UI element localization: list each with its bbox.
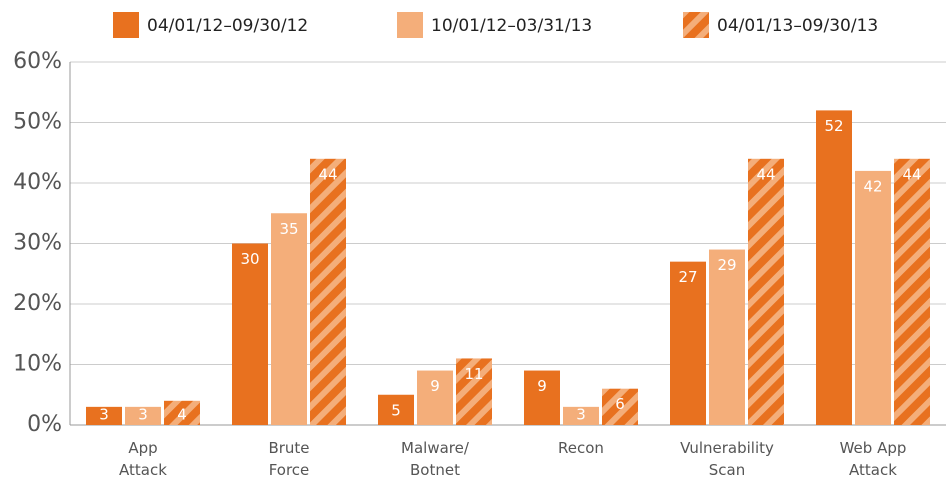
data-label: 5 bbox=[391, 401, 401, 419]
data-label: 9 bbox=[537, 377, 547, 395]
legend-swatch bbox=[113, 12, 139, 38]
data-label: 9 bbox=[430, 377, 440, 395]
bar bbox=[125, 406, 161, 425]
bar bbox=[709, 249, 745, 425]
x-tick-label: Malware/ Botnet bbox=[401, 439, 469, 479]
data-label: 4 bbox=[177, 406, 187, 424]
data-label: 52 bbox=[824, 117, 843, 135]
y-tick-label: 40% bbox=[13, 170, 62, 195]
bar bbox=[894, 158, 930, 426]
bar bbox=[602, 388, 638, 425]
bar bbox=[378, 394, 414, 425]
data-label: 3 bbox=[576, 406, 586, 424]
legend-label: 04/01/12–09/30/12 bbox=[147, 16, 308, 36]
bar bbox=[855, 170, 891, 425]
x-tick-label: App Attack bbox=[119, 439, 167, 479]
legend-label: 10/01/12–03/31/13 bbox=[431, 16, 592, 36]
x-tick-label: Brute Force bbox=[268, 439, 310, 479]
data-label: 29 bbox=[717, 256, 736, 274]
bar bbox=[524, 370, 560, 425]
data-label: 27 bbox=[678, 268, 697, 286]
data-label: 3 bbox=[99, 406, 109, 424]
bar bbox=[670, 261, 706, 425]
bar bbox=[417, 370, 453, 425]
data-label: 44 bbox=[318, 165, 337, 183]
data-label: 35 bbox=[279, 220, 298, 238]
data-label: 6 bbox=[615, 395, 625, 413]
bar bbox=[271, 213, 307, 425]
y-tick-label: 60% bbox=[13, 49, 62, 74]
bar bbox=[748, 158, 784, 426]
y-tick-label: 50% bbox=[13, 110, 62, 135]
x-tick-label: Recon bbox=[558, 439, 604, 457]
legend-swatch bbox=[683, 12, 709, 38]
y-tick-label: 20% bbox=[13, 291, 62, 316]
data-label: 11 bbox=[464, 365, 483, 383]
bar bbox=[563, 406, 599, 425]
legend-swatch bbox=[397, 12, 423, 38]
bar bbox=[456, 358, 492, 425]
y-tick-label: 10% bbox=[13, 352, 62, 377]
x-tick-label: Web App Attack bbox=[839, 439, 907, 479]
bar bbox=[816, 110, 852, 426]
legend-label: 04/01/13–09/30/13 bbox=[717, 16, 878, 36]
data-label: 30 bbox=[240, 250, 259, 268]
bar bbox=[232, 243, 268, 425]
data-label: 44 bbox=[756, 165, 775, 183]
data-label: 3 bbox=[138, 406, 148, 424]
bar bbox=[310, 158, 346, 426]
y-tick-label: 30% bbox=[13, 231, 62, 256]
x-tick-label: Vulnerability Scan bbox=[680, 439, 774, 479]
data-label: 44 bbox=[902, 165, 921, 183]
data-label: 42 bbox=[863, 177, 882, 195]
y-tick-label: 0% bbox=[27, 412, 62, 437]
bar bbox=[164, 400, 200, 425]
bar bbox=[86, 406, 122, 425]
